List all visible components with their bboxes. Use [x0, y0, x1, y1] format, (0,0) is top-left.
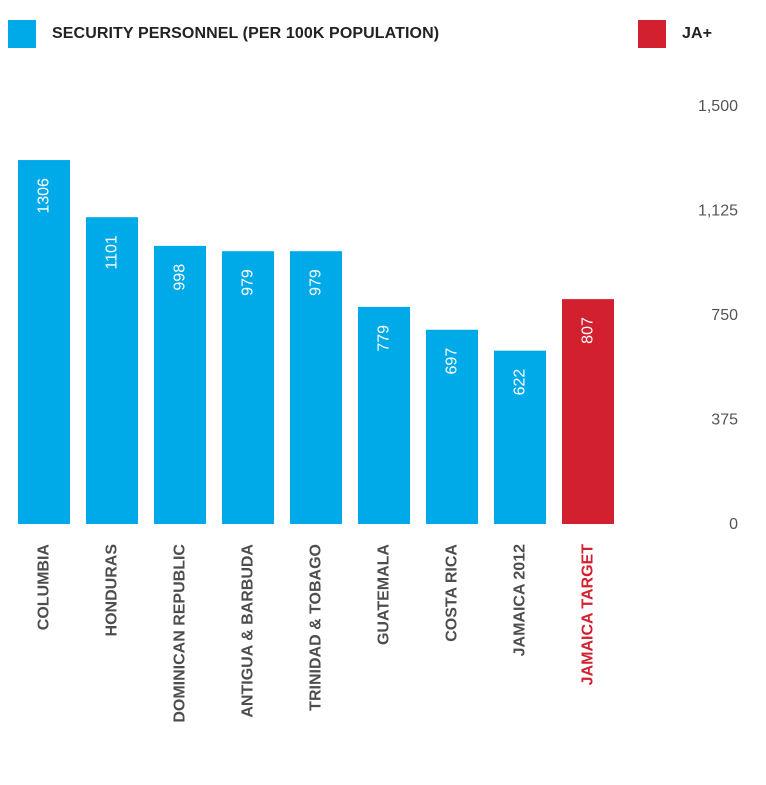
bar-value-label: 979: [308, 269, 325, 296]
bar-value-label: 1101: [104, 235, 121, 270]
bar-value-label: 1306: [36, 178, 53, 214]
category-label: ANTIGUA & BARBUDA: [240, 544, 257, 718]
legend-item-ja-plus: JA+: [638, 20, 712, 48]
category-label: JAMAICA 2012: [512, 544, 529, 656]
bar: [494, 350, 546, 524]
bar-value-label: 779: [376, 325, 393, 352]
y-tick-label: 1,125: [698, 203, 738, 220]
bar: [154, 245, 206, 524]
category-label: GUATEMALA: [376, 544, 393, 645]
y-tick-label: 0: [729, 516, 738, 533]
y-tick-label: 1,500: [698, 98, 738, 115]
y-tick-label: 750: [711, 307, 738, 324]
category-label: COLUMBIA: [36, 544, 53, 631]
legend-swatch-red: [638, 20, 666, 48]
category-label: HONDURAS: [104, 544, 121, 637]
bar: [562, 299, 614, 524]
bar: [86, 217, 138, 525]
bar-value-label: 697: [444, 348, 461, 375]
legend-label: SECURITY PERSONNEL (PER 100K POPULATION): [52, 25, 440, 42]
y-tick-label: 375: [711, 412, 738, 429]
legend-item-security-personnel: SECURITY PERSONNEL (PER 100K POPULATION): [8, 20, 439, 48]
bar-value-label: 979: [240, 269, 257, 296]
bar: [222, 251, 274, 524]
bar-value-label: 807: [580, 317, 597, 344]
bar: [290, 251, 342, 524]
bar: [18, 160, 70, 524]
bar: [426, 329, 478, 524]
category-label: TRINIDAD & TOBAGO: [308, 544, 325, 711]
category-label: JAMAICA TARGET: [580, 544, 597, 686]
bar-value-label: 622: [512, 369, 529, 396]
category-label: DOMINICAN REPUBLIC: [172, 544, 189, 723]
legend-swatch-blue: [8, 20, 36, 48]
category-label: COSTA RICA: [444, 544, 461, 642]
legend-label: JA+: [682, 25, 713, 42]
bar-value-label: 998: [172, 264, 189, 291]
bar: [358, 306, 410, 524]
